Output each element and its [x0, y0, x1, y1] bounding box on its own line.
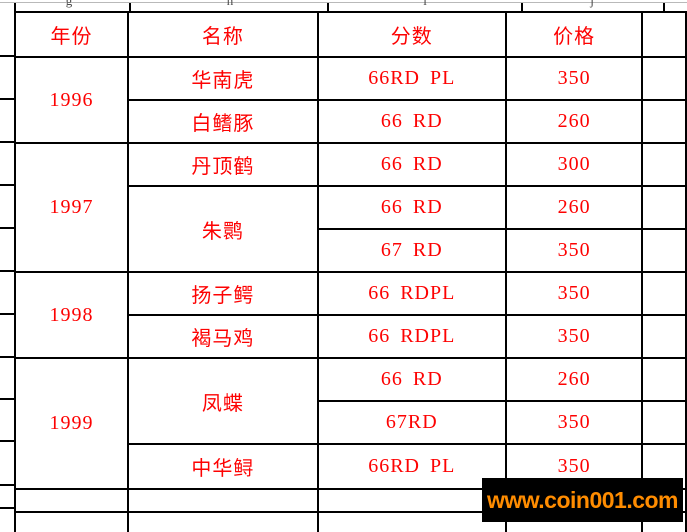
empty-cell[interactable]: [641, 400, 687, 445]
year-cell[interactable]: 1996: [13, 56, 130, 144]
name-cell[interactable]: 朱鹮: [127, 185, 319, 273]
column-letter-i: i: [423, 0, 427, 8]
name-cell[interactable]: 凤蝶: [127, 357, 319, 445]
gridline-tick: [0, 98, 15, 100]
price-cell[interactable]: 260: [504, 185, 644, 230]
empty-cell[interactable]: [316, 511, 507, 532]
price-cell[interactable]: 350: [504, 56, 644, 101]
year-cell[interactable]: 1997: [13, 142, 130, 273]
empty-cell[interactable]: [641, 11, 687, 58]
empty-cell[interactable]: [641, 99, 687, 144]
empty-cell[interactable]: [13, 488, 130, 513]
header-score[interactable]: 分数: [316, 11, 507, 58]
table-row: 褐马鸡 66 RDPL 350: [15, 314, 687, 359]
price-cell[interactable]: 350: [504, 400, 644, 445]
score-cell[interactable]: 66RD PL: [316, 443, 507, 490]
gridline-tick: [0, 55, 15, 57]
empty-cell[interactable]: [127, 488, 319, 513]
gridline-tick: [0, 313, 15, 315]
watermark-coin001: www.coin001.com: [482, 478, 683, 522]
column-letter-h: h: [226, 0, 234, 8]
column-letter-g: g: [65, 0, 73, 8]
header-name[interactable]: 名称: [127, 11, 319, 58]
watermark-text: www.coin001.com: [486, 486, 679, 513]
table-row: 1999 凤蝶 66 RD 260: [13, 357, 687, 490]
score-cell[interactable]: 66 RD: [316, 185, 507, 230]
table-row: 67RD 350: [15, 400, 687, 445]
table-row: 1997 丹顶鹤 66 RD 300: [13, 142, 687, 273]
gridline-tick: [327, 3, 329, 11]
name-cell[interactable]: 丹顶鹤: [127, 142, 319, 187]
price-cell[interactable]: 350: [504, 228, 644, 273]
gridline-tick: [0, 398, 15, 400]
column-letter-j: j: [590, 0, 594, 8]
year-cell[interactable]: 1998: [13, 271, 130, 359]
score-cell[interactable]: 66RD PL: [316, 56, 507, 101]
score-cell[interactable]: 66 RD: [316, 357, 507, 402]
header-price[interactable]: 价格: [504, 11, 644, 58]
empty-cell[interactable]: [13, 511, 130, 532]
table-row: 1996 华南虎 66RD PL 350: [13, 56, 687, 144]
empty-cell[interactable]: [127, 511, 319, 532]
empty-cell[interactable]: [316, 488, 507, 513]
table-row: 朱鹮 66 RD 260: [15, 185, 687, 273]
gridline-tick: [14, 3, 16, 11]
empty-cell[interactable]: [641, 185, 687, 230]
table-row: 白鳍豚 66 RD 260: [15, 99, 687, 144]
price-cell[interactable]: 350: [504, 271, 644, 316]
score-cell[interactable]: 67 RD: [316, 228, 507, 273]
price-cell[interactable]: 260: [504, 357, 644, 402]
year-cell[interactable]: 1999: [13, 357, 130, 490]
price-cell[interactable]: 350: [504, 314, 644, 359]
gridline-tick: [0, 507, 15, 509]
empty-cell[interactable]: [641, 271, 687, 316]
name-cell[interactable]: 褐马鸡: [127, 314, 319, 359]
name-cell[interactable]: 扬子鳄: [127, 271, 319, 316]
gridline-tick: [521, 3, 523, 11]
empty-cell[interactable]: [641, 142, 687, 187]
score-cell[interactable]: 67RD: [316, 400, 507, 445]
header-strip-rule: [0, 2, 687, 3]
gridline-tick: [0, 141, 15, 143]
gridline-tick: [0, 270, 15, 272]
name-cell[interactable]: 白鳍豚: [127, 99, 319, 144]
gridline-tick: [0, 356, 15, 358]
gridline-tick: [663, 3, 665, 11]
empty-cell[interactable]: [641, 357, 687, 402]
gridline-tick: [0, 484, 15, 486]
table-row: 1998 扬子鳄 66 RDPL 350: [13, 271, 687, 359]
empty-cell[interactable]: [641, 314, 687, 359]
score-cell[interactable]: 66 RDPL: [316, 271, 507, 316]
column-header-strip: g h i j: [0, 0, 687, 11]
stamp-price-table: 年份 名称 分数 价格 1996 华南虎 66RD PL 350 白鳍豚 66 …: [13, 11, 687, 532]
score-cell[interactable]: 66 RD: [316, 99, 507, 144]
header-year[interactable]: 年份: [13, 11, 130, 58]
name-cell[interactable]: 华南虎: [127, 56, 319, 101]
price-cell[interactable]: 260: [504, 99, 644, 144]
empty-cell[interactable]: [641, 56, 687, 101]
score-cell[interactable]: 66 RD: [316, 142, 507, 187]
gridline-tick: [0, 227, 15, 229]
score-cell[interactable]: 66 RDPL: [316, 314, 507, 359]
price-cell[interactable]: 300: [504, 142, 644, 187]
gridline-tick: [0, 184, 15, 186]
table-header-row: 年份 名称 分数 价格: [13, 11, 687, 58]
gridline-tick: [0, 440, 15, 442]
gridline-tick: [129, 3, 131, 11]
name-cell[interactable]: 中华鲟: [127, 443, 319, 490]
table-row: 67 RD 350: [15, 228, 687, 273]
empty-cell[interactable]: [641, 228, 687, 273]
